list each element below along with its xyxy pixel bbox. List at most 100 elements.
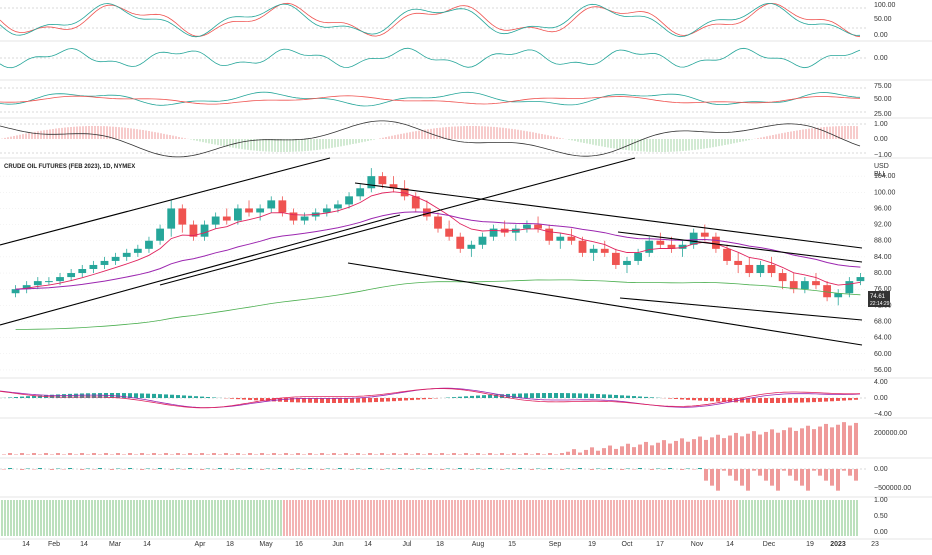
volume-bar [578,453,582,455]
candle-body [56,277,64,281]
candle-body [579,241,587,253]
volume-bar [194,455,198,456]
obv-bar [680,469,684,470]
obv-bar [20,469,24,470]
candle-body [634,253,642,261]
macd-histogram-bar [140,393,144,398]
price-tick-label: 100.00 [874,189,896,196]
volume-bar [224,453,228,455]
macd-histogram-bar [824,398,828,402]
volume-bar [734,433,738,455]
volume-bar [638,445,642,455]
volume-bar [656,443,660,455]
candle-body [601,249,609,253]
volume-bar [422,455,426,456]
candle-body [45,281,53,282]
obv-bar [728,469,732,476]
macd-histogram-bar [374,398,378,402]
volume-bar [842,422,846,455]
obv-bar [572,469,576,470]
obv-bar [182,469,186,470]
obv-bar [398,468,402,469]
trendline [618,232,862,262]
price-tick-label: 64.00 [874,335,892,342]
volume-bar [566,452,570,455]
macd-histogram-bar [524,393,528,398]
candle-body [234,208,242,220]
obv-bar [446,469,450,470]
obv-bar [80,469,84,470]
volume-bar [698,437,702,455]
currency-label: USD [874,163,889,170]
indicator-tick-label: 0.00 [874,32,888,39]
macd-histogram-bar [392,398,396,401]
obv-bar [662,469,666,470]
obv-bar [812,469,816,471]
volume-bar [692,439,696,455]
macd-histogram-bar [230,398,234,399]
volume-bar [344,453,348,455]
volume-bar [248,453,252,455]
obv-bar [356,469,360,470]
volume-bar [278,455,282,456]
volume-bar [464,453,468,455]
time-tick-label: 14 [80,541,88,548]
obv-bar [272,469,276,470]
macd-histogram-bar [242,398,246,400]
macd-histogram-bar [632,396,636,398]
obv-bar [548,468,552,469]
obv-bar [242,469,246,470]
obv-bar [578,468,582,469]
trendline [0,215,400,325]
candle-body [768,265,776,273]
obv-bar [764,469,768,481]
time-tick-label: 19 [806,541,814,548]
volume-bar [812,429,816,455]
volume-bar [38,455,42,456]
obv-bar [332,469,336,470]
candle-body [290,212,298,220]
obv-bar [836,469,840,491]
obv-bar [482,469,486,470]
volume-bar [20,453,24,455]
macd-histogram-bar [536,393,540,398]
obv-bar [212,469,216,470]
macd-histogram-bar [386,398,390,401]
macd-histogram-bar [806,398,810,402]
last-price-badge: 74.61 22:14:29 [868,291,890,307]
volume-bar [302,455,306,456]
volume-bar [800,428,804,455]
obv-bar [452,469,456,470]
candle-body [534,225,542,229]
macd-histogram-bar [410,398,414,400]
stoch-d-line [0,3,860,36]
obv-bar [542,469,546,470]
candle-body [467,245,475,249]
volume-bar [182,455,186,456]
price-tick-label: 80.00 [874,270,892,277]
macd-histogram-bar [770,398,774,403]
macd-histogram-bar [164,394,168,398]
macd-histogram-bar [158,394,162,398]
time-tick-label: Nov [691,541,704,548]
osc-line [0,121,860,157]
last-price-countdown: 22:14:29 [870,301,890,307]
volume-bar [254,455,258,456]
ema-fast-line [16,192,861,289]
macd-histogram-bar [710,398,714,401]
obv-bar [152,469,156,470]
volume-bar [230,455,234,456]
price-tick-label: 84.00 [874,254,892,261]
obv-bar [320,469,324,470]
volume-bar [674,441,678,455]
indicator-tick-label: 0.00 [874,466,888,473]
volume-bar [380,453,384,455]
macd-histogram-bar [680,398,684,399]
obv-bar [362,469,366,470]
candle-body [556,237,564,241]
volume-bar [416,453,420,455]
volume-bar [830,427,834,455]
candle-body [734,261,742,265]
volume-bar [554,455,558,456]
volume-bar [470,455,474,456]
